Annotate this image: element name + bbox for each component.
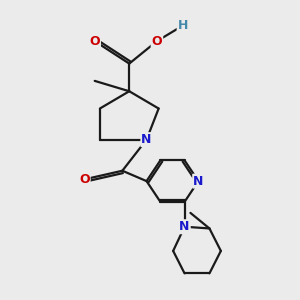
Text: H: H xyxy=(178,19,188,32)
Text: N: N xyxy=(179,220,190,233)
Text: O: O xyxy=(79,173,90,186)
Text: N: N xyxy=(141,133,152,146)
Text: O: O xyxy=(152,34,162,48)
Text: O: O xyxy=(89,34,100,48)
Text: N: N xyxy=(193,175,204,188)
